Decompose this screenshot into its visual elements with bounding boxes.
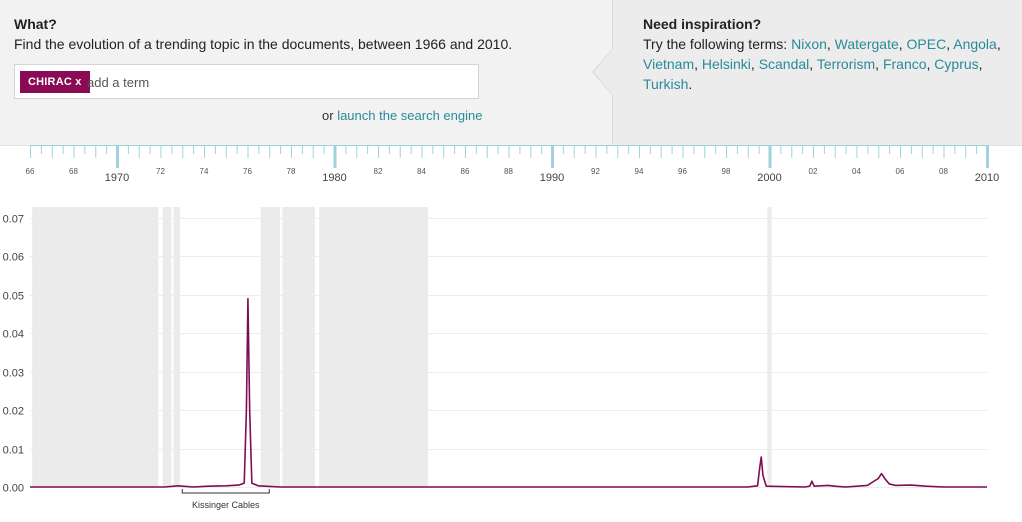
inspiration-term-franco[interactable]: Franco (882, 56, 927, 72)
add-term-input[interactable] (87, 71, 467, 93)
annotation-bracket (181, 489, 270, 494)
inspiration-term-watergate[interactable]: Watergate (834, 36, 899, 52)
y-tick-label: 0.03 (3, 368, 24, 380)
inspiration-pointer-inner (594, 49, 613, 95)
launch-prefix: or (322, 108, 334, 123)
y-tick-label: 0.07 (3, 214, 24, 226)
shaded-period (32, 207, 48, 487)
term-separator: . (688, 76, 693, 92)
timeline-minor-label: 84 (417, 167, 426, 176)
timeline-decade-label: 2000 (757, 172, 781, 184)
timeline-minor-label: 92 (591, 167, 600, 176)
inspiration-content: Need inspiration? Try the following term… (643, 14, 1008, 94)
term-separator: , (996, 36, 1001, 52)
inspiration-term-turkish[interactable]: Turkish (643, 76, 689, 92)
shaded-period (260, 207, 281, 487)
y-tick-label: 0.06 (3, 252, 24, 264)
term-separator: , (750, 56, 759, 72)
shaded-period (162, 207, 172, 487)
timeline-decade-label: 2010 (975, 172, 999, 184)
timeline-minor-label: 74 (200, 167, 209, 176)
series-line-chirac (30, 297, 987, 488)
timeline-minor-label: 04 (852, 167, 861, 176)
timeline-minor-label: 68 (69, 167, 78, 176)
term-separator: , (875, 56, 883, 72)
term-separator: , (694, 56, 702, 72)
timeline-minor-label: 88 (504, 167, 513, 176)
inspiration-term-helsinki[interactable]: Helsinki (701, 56, 751, 72)
inspiration-section: Need inspiration? Try the following term… (612, 0, 1022, 145)
inspiration-term-vietnam[interactable]: Vietnam (643, 56, 695, 72)
timeline-minor-label: 76 (243, 167, 252, 176)
shaded-period (282, 207, 315, 487)
inspiration-prefix: Try the following terms: (643, 36, 788, 52)
shaded-period (767, 207, 772, 487)
timeline-minor-label: 72 (156, 167, 165, 176)
timeline-decade-label: 1970 (105, 172, 129, 184)
timeline-decade-label: 1980 (322, 172, 346, 184)
y-tick-label: 0.05 (3, 291, 24, 303)
y-tick-label: 0.00 (3, 483, 24, 495)
inspiration-terms: Try the following terms: Nixon, Watergat… (643, 34, 1008, 94)
term-separator: , (809, 56, 817, 72)
shaded-period (319, 207, 429, 487)
term-tag-chirac[interactable]: CHIRAC x (20, 71, 90, 93)
timeline-decade-label: 1990 (540, 172, 564, 184)
timeline-minor-label: 66 (26, 167, 35, 176)
annotation-label: Kissinger Cables (192, 500, 260, 510)
y-tick-label: 0.01 (3, 445, 24, 457)
inspiration-term-cyprus[interactable]: Cyprus (934, 56, 979, 72)
term-separator: , (898, 36, 907, 52)
shaded-period (173, 207, 181, 487)
timeline-minor-label: 86 (461, 167, 470, 176)
term-separator: , (926, 56, 935, 72)
launch-search-engine-link[interactable]: launch the search engine (337, 108, 483, 123)
inspiration-term-nixon[interactable]: Nixon (791, 36, 827, 52)
what-section: What? Find the evolution of a trending t… (14, 14, 574, 54)
timeline-minor-label: 96 (678, 167, 687, 176)
launch-search-line: or launch the search engine (322, 108, 482, 123)
inspiration-term-scandal[interactable]: Scandal (758, 56, 810, 72)
y-tick-label: 0.02 (3, 406, 24, 418)
timeline-minor-label: 94 (635, 167, 644, 176)
y-tick-label: 0.04 (3, 329, 24, 341)
term-search-box[interactable]: CHIRAC x (14, 64, 479, 99)
timeline-minor-label: 08 (939, 167, 948, 176)
timeline-minor-label: 98 (722, 167, 731, 176)
what-heading: What? (14, 16, 57, 32)
inspiration-heading: Need inspiration? (643, 16, 762, 32)
what-description: Find the evolution of a trending topic i… (14, 36, 513, 52)
term-separator: , (826, 36, 835, 52)
term-separator: , (946, 36, 954, 52)
term-separator: , (978, 56, 983, 72)
inspiration-term-angola[interactable]: Angola (953, 36, 997, 52)
shaded-period (47, 207, 159, 487)
timeline-minor-label: 78 (287, 167, 296, 176)
inspiration-term-terrorism[interactable]: Terrorism (816, 56, 876, 72)
search-panel: What? Find the evolution of a trending t… (0, 0, 1022, 146)
term-frequency-chart: 66 68 72 74 76 78 82 84 86 88 92 94 96 98 02 04 06 08 1970… (3, 145, 999, 510)
timeline-minor-label: 02 (809, 167, 818, 176)
timeline-minor-label: 82 (374, 167, 383, 176)
inspiration-term-opec[interactable]: OPEC (906, 36, 947, 52)
timeline-minor-label: 06 (896, 167, 905, 176)
